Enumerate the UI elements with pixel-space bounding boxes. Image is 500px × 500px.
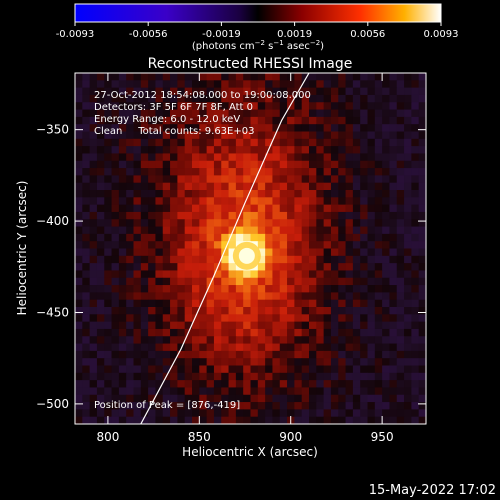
- solar-limb-line: [140, 73, 310, 424]
- peak-position-label: Position of Peak = [876,-419]: [94, 400, 240, 411]
- y-axis-label: Heliocentric Y (arcsec): [15, 181, 29, 316]
- peak-center: [238, 247, 255, 264]
- info-line-detectors: Detectors: 3F 5F 6F 7F 8F, Att 0: [94, 102, 253, 113]
- colorbar-tick-label: -0.0019: [202, 29, 241, 40]
- x-tick-label: 850: [188, 430, 211, 444]
- y-tick-label: −450: [36, 305, 69, 319]
- y-tick-label: −350: [36, 123, 69, 137]
- colorbar: [74, 3, 442, 23]
- y-tick-label: −500: [36, 397, 69, 411]
- colorbar-tick-label: -0.0056: [129, 29, 168, 40]
- info-line-time: 27-Oct-2012 18:54:08.000 to 19:00:08.000: [94, 90, 311, 101]
- x-tick-label: 950: [371, 430, 394, 444]
- colorbar-tick-label: 0.0093: [424, 29, 459, 40]
- x-tick-label: 800: [96, 430, 119, 444]
- colorbar-tick-label: -0.0093: [56, 29, 95, 40]
- x-tick-label: 900: [279, 430, 302, 444]
- chart-title: Reconstructed RHESSI Image: [148, 56, 353, 72]
- info-line-clean: Clean Total counts: 9.63E+03: [94, 126, 254, 137]
- plot-frame: [74, 72, 427, 425]
- axis-ticks: 800 850 900 950 −350 −400 −450 −500: [36, 73, 426, 444]
- colorbar-tick-label: 0.0056: [350, 29, 385, 40]
- colorbar-label: (photons cm−2 s−1 asec−2): [192, 39, 324, 52]
- x-axis-label: Heliocentric X (arcsec): [182, 445, 318, 459]
- footer-date: 15-May-2022 17:02: [369, 483, 496, 498]
- y-tick-label: −400: [36, 214, 69, 228]
- colorbar-ticks: -0.0093 -0.0056 -0.0019 0.0019 0.0056 0.0093: [56, 22, 459, 40]
- colorbar-tick-label: 0.0019: [277, 29, 312, 40]
- heatmap-image: [75, 73, 426, 424]
- info-line-energy: Energy Range: 6.0 - 12.0 keV: [94, 114, 240, 125]
- info-text: 27-Oct-2012 18:54:08.000 to 19:00:08.000…: [94, 90, 311, 137]
